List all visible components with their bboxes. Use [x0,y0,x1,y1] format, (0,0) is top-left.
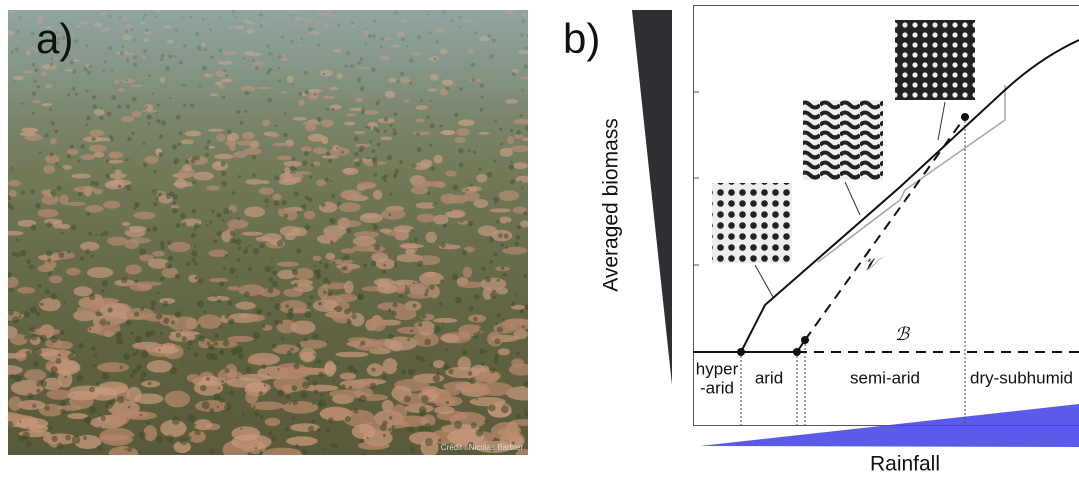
arrow [755,265,773,297]
photo-credit: Crédit : Nicolas Barbier [441,443,524,452]
spots-inset [712,183,792,263]
zone-label: dry-subhumid [970,368,1073,387]
bifurcation-point [961,113,969,121]
panel-label: b) [563,15,600,62]
curve-label: ℬ [895,324,911,345]
bifurcation-point [801,336,809,344]
figure: a) Crédit : Nicolas Barbier b) Averaged … [0,0,1079,477]
zone-label: arid [755,368,783,387]
x-axis-label: Rainfall [870,453,940,476]
gaps-inset [895,20,975,100]
panel-label: a) [36,15,73,62]
zone-label: -arid [700,378,734,397]
curve-label: 𝒱 [863,254,884,275]
biomass-wedge [632,10,672,385]
zone-label: hyper [696,359,739,378]
y-axis-label: Averaged biomass [600,118,623,292]
arrow [845,182,860,215]
photo-haze [8,10,528,455]
diagram: 𝒱 ℬ hyper -arid arid semi-arid dry-subhu… [693,6,1079,426]
page: a) Crédit : Nicolas Barbier b) Averaged … [0,0,1079,477]
bifurcation-point [737,348,745,356]
arrow [938,102,945,140]
bifurcation-point [793,348,801,356]
labyrinth-inset [803,100,883,180]
zone-label: semi-arid [850,368,920,387]
